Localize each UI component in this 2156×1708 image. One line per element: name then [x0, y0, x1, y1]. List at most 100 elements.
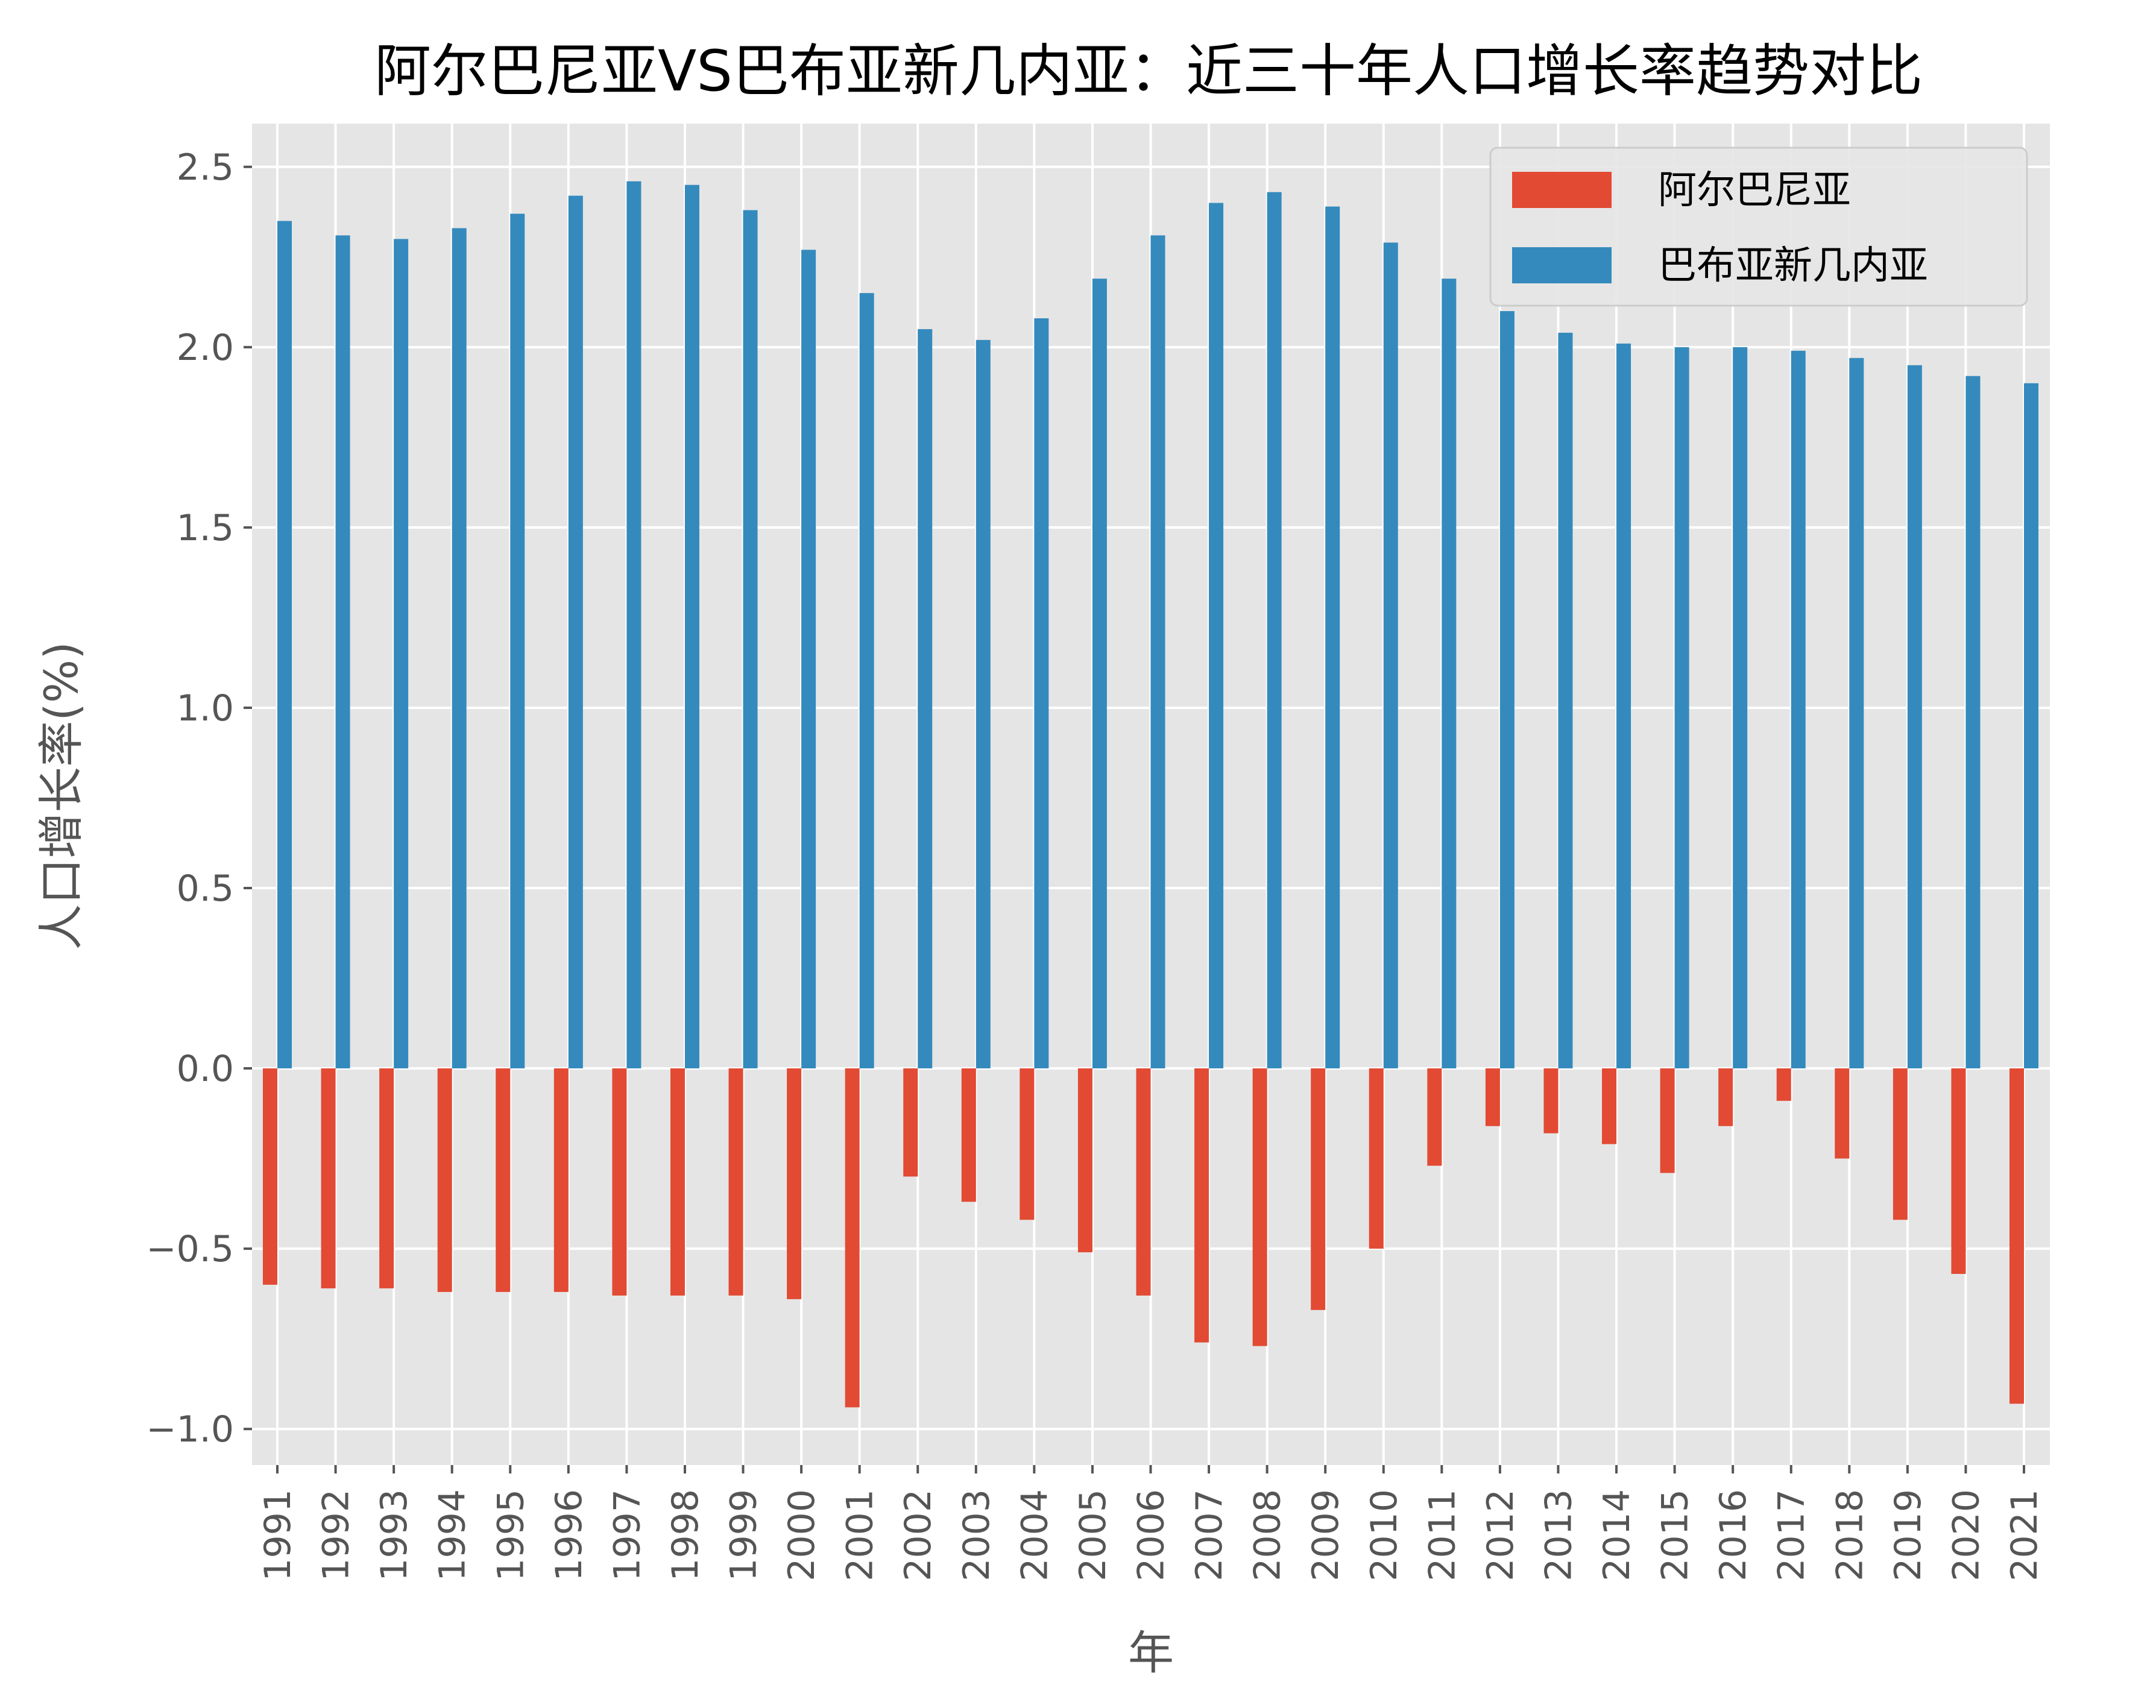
bar-png-2001 [859, 293, 874, 1069]
bar-albania-2011 [1427, 1068, 1442, 1166]
bar-albania-2018 [1835, 1068, 1850, 1159]
legend: 阿尔巴尼亚 巴布亚新几内亚 [1489, 147, 2028, 307]
bar-png-2013 [1558, 332, 1573, 1069]
bar-albania-2004 [1020, 1068, 1035, 1220]
x-tick-label: 2004 [1013, 1489, 1056, 1581]
x-tick-label: 2007 [1188, 1489, 1231, 1581]
bar-png-2017 [1791, 350, 1806, 1069]
x-tick-label: 1995 [490, 1489, 532, 1581]
bar-albania-1996 [553, 1068, 569, 1292]
bar-png-1999 [743, 210, 758, 1069]
bar-png-2012 [1499, 311, 1515, 1069]
bar-png-2014 [1616, 343, 1631, 1069]
y-tick-label: −1.0 [146, 1408, 234, 1451]
bar-png-2005 [1092, 279, 1107, 1069]
bar-png-2021 [2024, 383, 2038, 1069]
x-tick-label: 2021 [2003, 1489, 2046, 1581]
bar-png-2016 [1733, 347, 1748, 1069]
x-tick-label: 2017 [1771, 1489, 1813, 1581]
bar-albania-2008 [1252, 1068, 1267, 1346]
bar-png-1997 [626, 181, 641, 1069]
bar-albania-2019 [1893, 1068, 1908, 1220]
x-tick-label: 1992 [315, 1489, 358, 1581]
bar-png-2009 [1325, 206, 1340, 1069]
y-tick-label: 0.5 [177, 868, 234, 910]
x-axis: 1991 1992 1993 1994 1995 1996 1997 1998 1999 2000… [257, 1465, 2046, 1581]
bar-albania-2014 [1602, 1068, 1617, 1144]
y-tick-label: 2.0 [177, 327, 234, 369]
y-axis: −1.0 −0.5 0.0 0.5 1.0 1.5 2.0 2.5 [146, 147, 252, 1451]
x-tick-label: 2002 [897, 1489, 939, 1581]
bar-albania-2001 [845, 1068, 860, 1408]
x-tick-label: 1996 [548, 1489, 590, 1581]
y-axis-label: 人口增长率(%) [34, 641, 88, 950]
bar-albania-2007 [1194, 1068, 1209, 1343]
x-tick-label: 2006 [1130, 1489, 1173, 1581]
bar-png-2015 [1674, 347, 1689, 1069]
bar-albania-1992 [321, 1068, 336, 1288]
legend-label-png: 巴布亚新几内亚 [1658, 244, 1928, 288]
x-tick-label: 2019 [1887, 1489, 1929, 1581]
x-tick-label: 2001 [839, 1489, 881, 1581]
x-tick-label: 2008 [1247, 1489, 1289, 1581]
bar-albania-1995 [496, 1068, 511, 1292]
bar-png-1991 [277, 221, 292, 1069]
x-tick-label: 1993 [373, 1489, 415, 1581]
bar-png-1998 [684, 184, 699, 1069]
bar-albania-2021 [2009, 1068, 2024, 1404]
bar-albania-2006 [1136, 1068, 1151, 1296]
x-tick-label: 2016 [1712, 1489, 1754, 1581]
y-tick-label: −0.5 [146, 1228, 234, 1270]
bar-albania-1994 [437, 1068, 452, 1292]
bar-albania-2005 [1077, 1068, 1092, 1253]
bar-albania-2013 [1543, 1068, 1559, 1133]
bar-albania-1997 [612, 1068, 627, 1296]
bar-png-1994 [452, 228, 467, 1069]
x-tick-label: 2005 [1072, 1489, 1114, 1581]
x-tick-label: 2015 [1654, 1489, 1697, 1581]
x-tick-label: 2013 [1537, 1489, 1580, 1581]
legend-box [1489, 147, 2028, 307]
bar-albania-2015 [1660, 1068, 1675, 1173]
y-tick-label: 1.5 [177, 507, 234, 549]
bar-png-2008 [1267, 192, 1282, 1069]
bar-albania-2020 [1951, 1068, 1966, 1274]
x-tick-label: 1991 [257, 1489, 299, 1581]
y-tick-label: 2.5 [177, 147, 234, 189]
x-tick-label: 2003 [956, 1489, 998, 1581]
bar-albania-1999 [728, 1068, 743, 1296]
x-tick-label: 2018 [1829, 1489, 1871, 1581]
legend-swatch-png [1512, 247, 1612, 283]
x-axis-label: 年 [1128, 1626, 1174, 1680]
x-tick-label: 2010 [1363, 1489, 1405, 1581]
x-tick-label: 1994 [432, 1489, 474, 1581]
bar-albania-2010 [1369, 1068, 1384, 1249]
bar-png-2010 [1383, 242, 1398, 1069]
bar-png-2007 [1209, 203, 1224, 1069]
bar-png-2006 [1150, 235, 1165, 1069]
bar-png-1993 [394, 239, 409, 1069]
bar-albania-2009 [1311, 1068, 1326, 1310]
chart-title: 阿尔巴尼亚VS巴布亚新几内亚：近三十年人口增长率趋势对比 [374, 39, 1923, 104]
x-tick-label: 2020 [1945, 1489, 1987, 1581]
x-tick-label: 2012 [1480, 1489, 1522, 1581]
bar-albania-2000 [787, 1068, 802, 1299]
bar-png-1996 [568, 195, 583, 1069]
y-tick-label: 0.0 [177, 1048, 234, 1090]
y-tick-label: 1.0 [177, 687, 234, 730]
legend-swatch-albania [1512, 172, 1612, 208]
x-tick-label: 2011 [1421, 1489, 1463, 1581]
x-tick-label: 1999 [723, 1489, 765, 1581]
bar-png-1992 [335, 235, 350, 1069]
bar-png-2003 [976, 339, 991, 1069]
bar-png-2020 [1965, 376, 1981, 1069]
bar-albania-2002 [903, 1068, 918, 1177]
bar-albania-1993 [379, 1068, 394, 1288]
x-tick-label: 2009 [1305, 1489, 1347, 1581]
bar-png-2002 [918, 329, 933, 1069]
bar-albania-1998 [670, 1068, 685, 1296]
bar-albania-1991 [263, 1068, 277, 1285]
bar-albania-2016 [1718, 1068, 1733, 1126]
bar-png-2000 [801, 250, 816, 1069]
